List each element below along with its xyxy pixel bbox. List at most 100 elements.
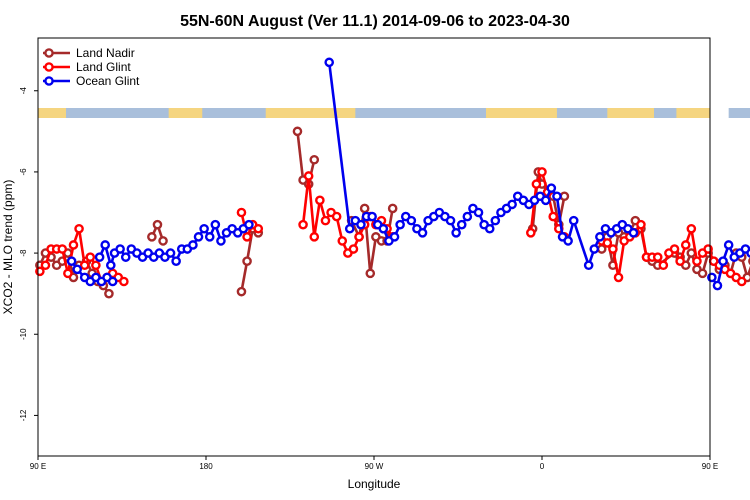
series-1-point-10 — [91, 260, 101, 271]
strip-ocean-0 — [66, 108, 169, 118]
series-2-point-87 — [707, 272, 717, 283]
series-2-point-22 — [171, 256, 181, 267]
series-2-point-72 — [540, 195, 551, 206]
series-1-point-16 — [236, 207, 247, 218]
series-2-point-58 — [462, 211, 473, 222]
series-0-point-14 — [152, 219, 163, 230]
series-2 — [66, 57, 750, 291]
series-0-point-20 — [292, 126, 303, 137]
series-1-point-8 — [79, 260, 90, 271]
series-2-point-80 — [595, 232, 605, 242]
series-1-point-45 — [602, 238, 613, 248]
series-1-point-55 — [658, 260, 669, 271]
series-1-point-59 — [680, 240, 691, 250]
series-2-point-55 — [445, 215, 456, 226]
series-2-point-27 — [199, 223, 209, 234]
series-layer — [35, 57, 750, 299]
series-2-point-78 — [583, 260, 594, 271]
series-1-point-9 — [85, 252, 96, 262]
series-2-point-50 — [417, 227, 428, 238]
series-0-point-23 — [309, 154, 320, 165]
series-1-point-27 — [337, 236, 348, 246]
series-2-point-76 — [563, 236, 573, 246]
series-2-point-43 — [378, 223, 389, 234]
series-2-point-94 — [746, 248, 750, 258]
y-tick-label-2: -8 — [19, 249, 28, 257]
y-tick-label-4: -12 — [19, 409, 28, 421]
series-2-point-30 — [216, 236, 226, 246]
series-1-segment-52 — [639, 224, 648, 258]
series-1-point-23 — [315, 195, 325, 206]
legend-marker-0 — [44, 48, 54, 58]
series-1-point-6 — [68, 240, 79, 250]
strip-ocean-5 — [728, 108, 750, 118]
series-2-point-89 — [718, 256, 728, 267]
series-1-segment-21 — [301, 175, 310, 225]
series-2-point-46 — [395, 219, 405, 230]
series-2-point-8 — [94, 252, 105, 262]
series-0-segment-17 — [240, 260, 249, 292]
series-2-point-9 — [100, 240, 110, 250]
series-2-point-1 — [72, 264, 82, 275]
series-0-point-13 — [147, 232, 157, 242]
series-2-point-29 — [210, 219, 221, 230]
series-2-point-36 — [324, 57, 335, 68]
x-tick-label-1: 180 — [199, 462, 213, 471]
series-1-segment-48 — [617, 240, 626, 278]
series-1-point-37 — [526, 227, 536, 238]
series-2-point-0 — [66, 256, 77, 267]
series-1-point-38 — [531, 179, 542, 189]
chart-title: 55N-60N August (Ver 11.1) 2014-09-06 to … — [180, 13, 570, 30]
y-axis: -4 -6 -8 -10 -12 — [19, 87, 38, 421]
legend-marker-1 — [44, 62, 54, 72]
series-0-point-55 — [697, 268, 708, 279]
y-tick-label-1: -6 — [19, 168, 28, 176]
series-1-point-20 — [298, 219, 308, 230]
series-1-point-60 — [686, 223, 697, 234]
series-1-point-51 — [636, 219, 646, 230]
series-0-point-27 — [365, 268, 376, 279]
series-1-point-15 — [119, 276, 129, 287]
series-1-point-7 — [74, 223, 84, 234]
series-0-segment-37 — [551, 196, 561, 225]
series-2-point-45 — [389, 232, 400, 242]
y-tick-label-3: -10 — [19, 328, 28, 340]
series-1-point-21 — [303, 171, 314, 181]
series-1-segment-47 — [611, 248, 620, 278]
strip-ocean-1 — [202, 108, 266, 118]
series-2-point-63 — [490, 215, 501, 226]
legend-marker-2 — [44, 76, 54, 86]
series-0-segment-21 — [296, 131, 305, 181]
series-2-point-48 — [406, 215, 417, 226]
series-1-point-39 — [537, 167, 547, 177]
series-1-point-63 — [703, 244, 713, 254]
series-1-point-1 — [40, 260, 51, 271]
series-0-segment-31 — [385, 208, 394, 242]
series-1-point-41 — [548, 211, 559, 222]
series-0-segment-28 — [368, 236, 378, 274]
series-2-point-28 — [204, 232, 215, 242]
series-2-point-90 — [723, 240, 734, 250]
series-1-segment-38 — [529, 183, 538, 233]
series-1-segment-23 — [312, 200, 322, 238]
series-2-segment-78 — [572, 220, 590, 266]
series-1-point-69 — [736, 276, 747, 287]
series-1-point-54 — [652, 252, 663, 262]
series-2-point-41 — [367, 211, 377, 222]
series-2-point-35 — [244, 219, 254, 230]
x-tick-label-3: 0 — [540, 462, 545, 471]
series-2-point-66 — [507, 199, 517, 210]
series-1-point-26 — [331, 211, 342, 222]
series-1-point-30 — [354, 232, 364, 242]
series-1-point-61 — [692, 256, 702, 267]
series-0-point-12 — [104, 288, 114, 299]
series-2-point-7 — [107, 276, 118, 287]
x-axis: 90 E 180 90 W 0 90 E — [30, 456, 718, 471]
series-0-point-26 — [359, 203, 370, 214]
y-tick-label-0: -4 — [19, 87, 28, 95]
series-2-point-79 — [589, 244, 600, 254]
series-2-point-37 — [344, 223, 355, 234]
y-axis-label: XCO2 - MLO trend (ppm) — [1, 180, 15, 315]
series-2-point-73 — [546, 183, 557, 193]
